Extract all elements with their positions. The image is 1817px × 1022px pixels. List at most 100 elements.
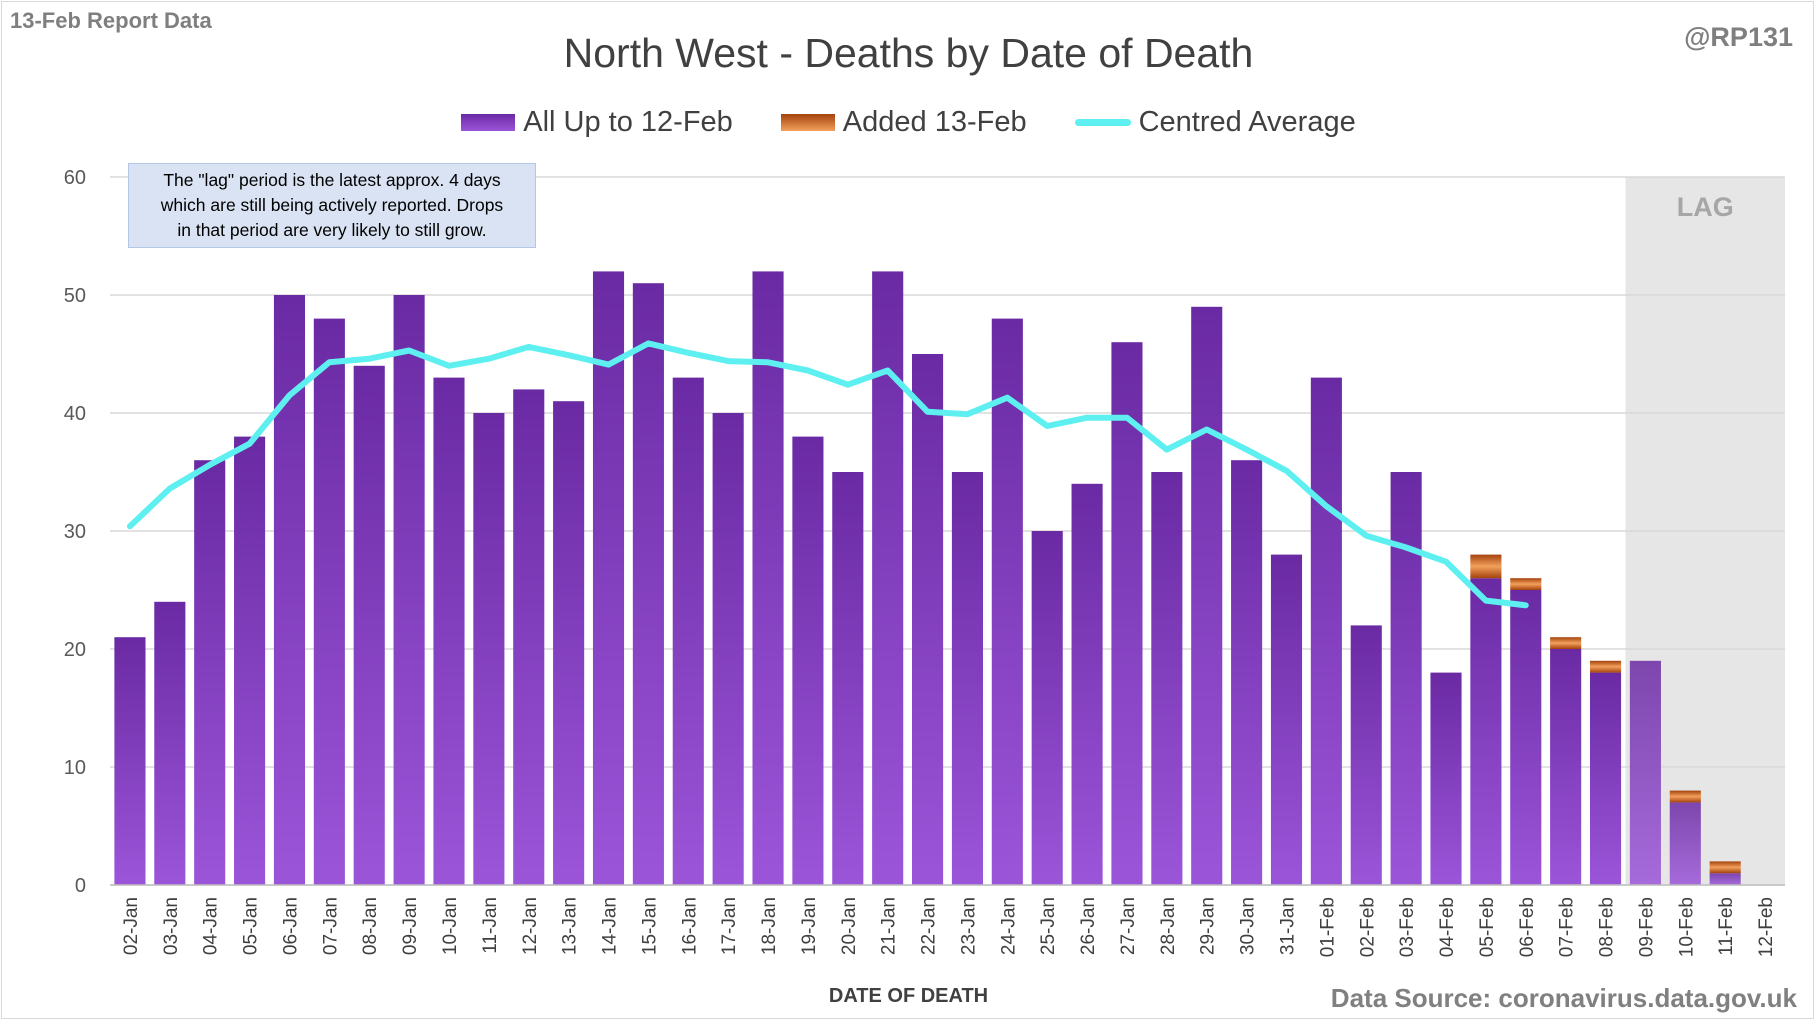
lag-note-line-1: The "lag" period is the latest approx. 4…: [163, 170, 501, 190]
data-source: Data Source: coronavirus.data.gov.uk: [1330, 983, 1797, 1013]
chart-title: North West - Deaths by Date of Death: [563, 30, 1254, 76]
x-tick-label-12-Feb: 12-Feb: [1756, 897, 1777, 957]
bar-base-08-Feb: [1589, 672, 1622, 885]
legend-item-average: Centred Average: [1074, 106, 1356, 139]
x-tick-label-02-Jan: 02-Jan: [121, 897, 142, 955]
bar-base-07-Jan: [313, 318, 345, 886]
lag-note-box: The "lag" period is the latest approx. 4…: [128, 163, 536, 248]
bar-added-05-Feb: [1470, 554, 1502, 579]
bar-base-04-Jan: [194, 460, 226, 885]
bar-base-22-Jan: [912, 354, 944, 885]
x-tick-label-14-Jan: 14-Jan: [600, 897, 621, 955]
bar-base-16-Jan: [672, 377, 704, 885]
legend: All Up to 12-Feb Added 13-Feb Centred Av…: [0, 106, 1817, 139]
x-tick-label-16-Jan: 16-Jan: [679, 897, 700, 955]
x-tick-label-01-Feb: 01-Feb: [1317, 897, 1338, 957]
x-tick-label-05-Feb: 05-Feb: [1477, 897, 1498, 957]
x-tick-label-07-Jan: 07-Jan: [320, 897, 341, 955]
x-tick-label-25-Jan: 25-Jan: [1038, 897, 1059, 955]
bar-base-03-Feb: [1390, 472, 1422, 885]
bar-base-11-Jan: [473, 413, 505, 885]
bar-base-09-Jan: [393, 295, 425, 885]
x-tick-label-07-Feb: 07-Feb: [1557, 897, 1578, 957]
x-tick-label-11-Jan: 11-Jan: [480, 897, 501, 954]
x-tick-label-12-Jan: 12-Jan: [520, 897, 541, 955]
x-tick-label-10-Jan: 10-Jan: [440, 897, 461, 955]
lag-note-line-2: which are still being actively reported.…: [160, 195, 504, 215]
bar-base-10-Jan: [433, 377, 465, 885]
bar-base-01-Feb: [1310, 377, 1342, 885]
bar-added-06-Feb: [1510, 578, 1542, 590]
x-tick-label-06-Feb: 06-Feb: [1517, 897, 1538, 957]
bar-base-24-Jan: [991, 318, 1023, 886]
legend-swatch-average: [1074, 119, 1131, 126]
x-tick-label-03-Feb: 03-Feb: [1397, 897, 1418, 957]
bar-base-27-Jan: [1111, 342, 1143, 885]
bar-base-26-Jan: [1071, 483, 1103, 885]
bar-base-25-Jan: [1031, 531, 1063, 885]
bar-base-10-Feb: [1669, 802, 1701, 885]
x-tick-label-11-Feb: 11-Feb: [1716, 897, 1737, 956]
y-tick-label-20: 20: [64, 639, 86, 661]
x-tick-label-26-Jan: 26-Jan: [1078, 897, 1099, 955]
x-axis-title: DATE OF DEATH: [828, 985, 989, 1007]
x-tick-label-03-Jan: 03-Jan: [161, 897, 182, 955]
bar-added-10-Feb: [1669, 790, 1701, 803]
x-tick-label-04-Feb: 04-Feb: [1437, 897, 1458, 957]
bar-base-21-Jan: [872, 271, 904, 885]
y-tick-label-0: 0: [75, 875, 86, 897]
x-tick-label-05-Jan: 05-Jan: [241, 897, 262, 955]
y-tick-label-60: 60: [64, 167, 86, 189]
x-tick-label-09-Feb: 09-Feb: [1636, 897, 1657, 957]
bar-base-09-Feb: [1629, 660, 1661, 885]
bar-base-29-Jan: [1191, 306, 1223, 885]
x-tick-label-28-Jan: 28-Jan: [1158, 897, 1179, 955]
legend-swatch-added: [780, 114, 835, 131]
x-tick-label-17-Jan: 17-Jan: [719, 897, 740, 955]
y-tick-label-40: 40: [64, 403, 86, 425]
legend-label-average: Centred Average: [1138, 106, 1356, 138]
bar-base-20-Jan: [832, 472, 864, 885]
bar-base-11-Feb: [1709, 873, 1741, 885]
bar-added-11-Feb: [1709, 861, 1741, 874]
bar-base-15-Jan: [632, 283, 664, 885]
bar-base-14-Jan: [592, 271, 625, 885]
bar-base-12-Jan: [513, 389, 545, 885]
x-tick-label-04-Jan: 04-Jan: [201, 897, 222, 955]
bar-base-13-Jan: [553, 401, 585, 885]
x-tick-label-22-Jan: 22-Jan: [919, 897, 940, 955]
report-date-label: 13-Feb Report Data: [10, 8, 212, 33]
x-tick-label-19-Jan: 19-Jan: [799, 897, 820, 955]
bar-base-28-Jan: [1151, 472, 1183, 885]
legend-swatch-base: [461, 114, 516, 131]
bar-base-02-Jan: [114, 637, 146, 885]
legend-label-added: Added 13-Feb: [842, 106, 1027, 138]
bar-base-18-Jan: [752, 271, 784, 885]
bar-added-08-Feb: [1589, 660, 1622, 673]
x-tick-label-29-Jan: 29-Jan: [1198, 897, 1219, 955]
bar-base-07-Feb: [1550, 649, 1582, 885]
x-tick-label-08-Feb: 08-Feb: [1597, 897, 1618, 957]
bar-base-30-Jan: [1231, 460, 1263, 885]
lag-label: LAG: [1677, 192, 1734, 222]
x-tick-label-23-Jan: 23-Jan: [958, 897, 979, 955]
y-tick-label-50: 50: [64, 285, 86, 307]
y-tick-label-30: 30: [64, 521, 86, 543]
author-handle: @RP131: [1684, 22, 1793, 52]
x-tick-label-08-Jan: 08-Jan: [360, 897, 381, 955]
bar-base-04-Feb: [1430, 672, 1462, 885]
legend-item-added: Added 13-Feb: [780, 106, 1027, 139]
bar-base-02-Feb: [1350, 625, 1382, 885]
x-tick-label-02-Feb: 02-Feb: [1357, 897, 1378, 957]
bar-base-05-Jan: [234, 436, 266, 885]
bar-base-19-Jan: [792, 436, 824, 885]
x-tick-label-18-Jan: 18-Jan: [759, 897, 780, 955]
x-tick-label-15-Jan: 15-Jan: [639, 897, 660, 955]
bar-base-05-Feb: [1470, 578, 1502, 885]
centred-average-line: [126, 340, 1529, 609]
x-tick-label-30-Jan: 30-Jan: [1238, 897, 1259, 955]
x-tick-label-20-Jan: 20-Jan: [839, 897, 860, 955]
legend-item-base: All Up to 12-Feb: [461, 106, 733, 139]
bar-base-31-Jan: [1270, 554, 1303, 885]
